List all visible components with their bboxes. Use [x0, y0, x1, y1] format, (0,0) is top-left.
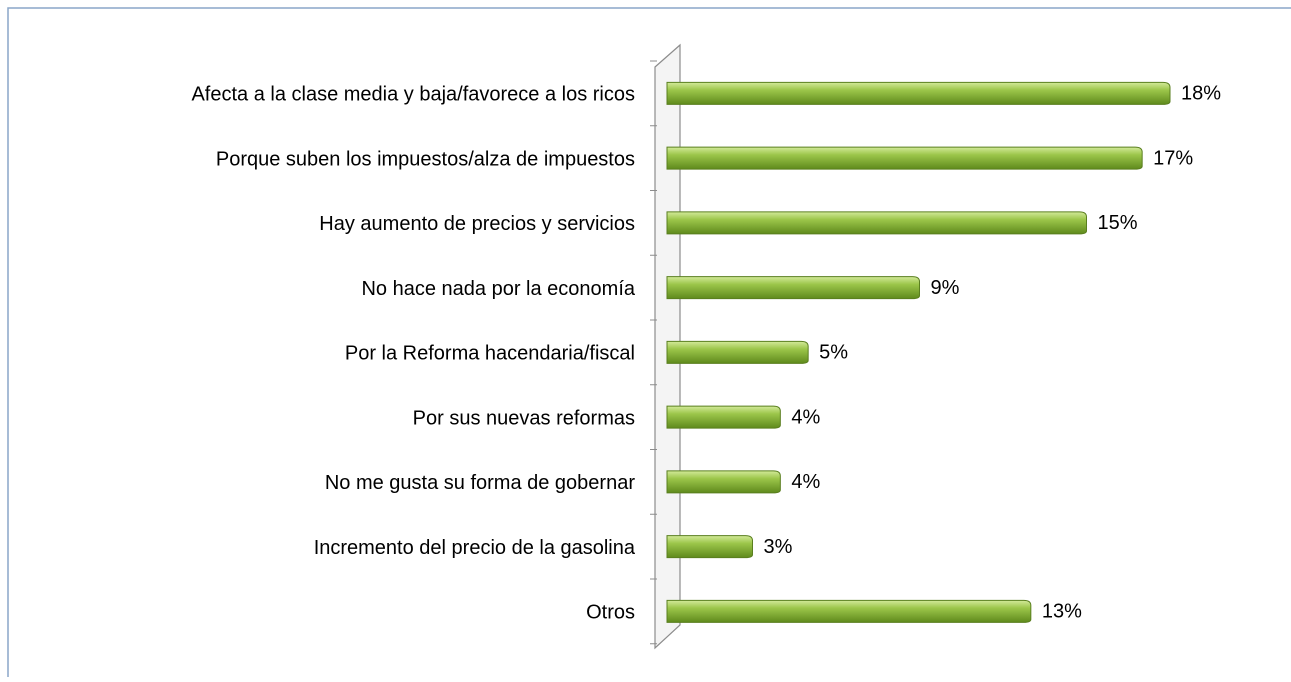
value-label: 9%: [931, 277, 960, 299]
bar: [666, 146, 1143, 170]
value-label: 4%: [791, 406, 820, 428]
bar: [666, 405, 781, 429]
value-label: 5%: [819, 342, 848, 364]
category-label: Hay aumento de precios y servicios: [319, 213, 635, 235]
value-label: 4%: [791, 471, 820, 493]
value-label: 3%: [764, 536, 793, 558]
category-label: No hace nada por la economía: [361, 278, 635, 300]
category-label: Por sus nuevas reformas: [413, 407, 635, 429]
category-label: Otros: [586, 602, 635, 624]
category-label: Por la Reforma hacendaria/fiscal: [345, 343, 635, 365]
bar: [666, 340, 809, 364]
bar: [666, 81, 1171, 105]
bar: [666, 211, 1087, 235]
value-label: 18%: [1181, 83, 1221, 105]
bar: [666, 276, 920, 300]
frame: [7, 7, 1291, 677]
value-label: 17%: [1153, 147, 1193, 169]
category-label: Afecta a la clase media y baja/favorece …: [191, 84, 635, 106]
category-label: Incremento del precio de la gasolina: [314, 537, 636, 559]
category-label: Porque suben los impuestos/alza de impue…: [216, 148, 635, 170]
bar: [666, 599, 1032, 623]
value-label: 15%: [1098, 212, 1138, 234]
bar: [666, 470, 781, 494]
bar: [666, 535, 753, 559]
value-label: 13%: [1042, 601, 1082, 623]
category-label: No me gusta su forma de gobernar: [325, 472, 636, 494]
